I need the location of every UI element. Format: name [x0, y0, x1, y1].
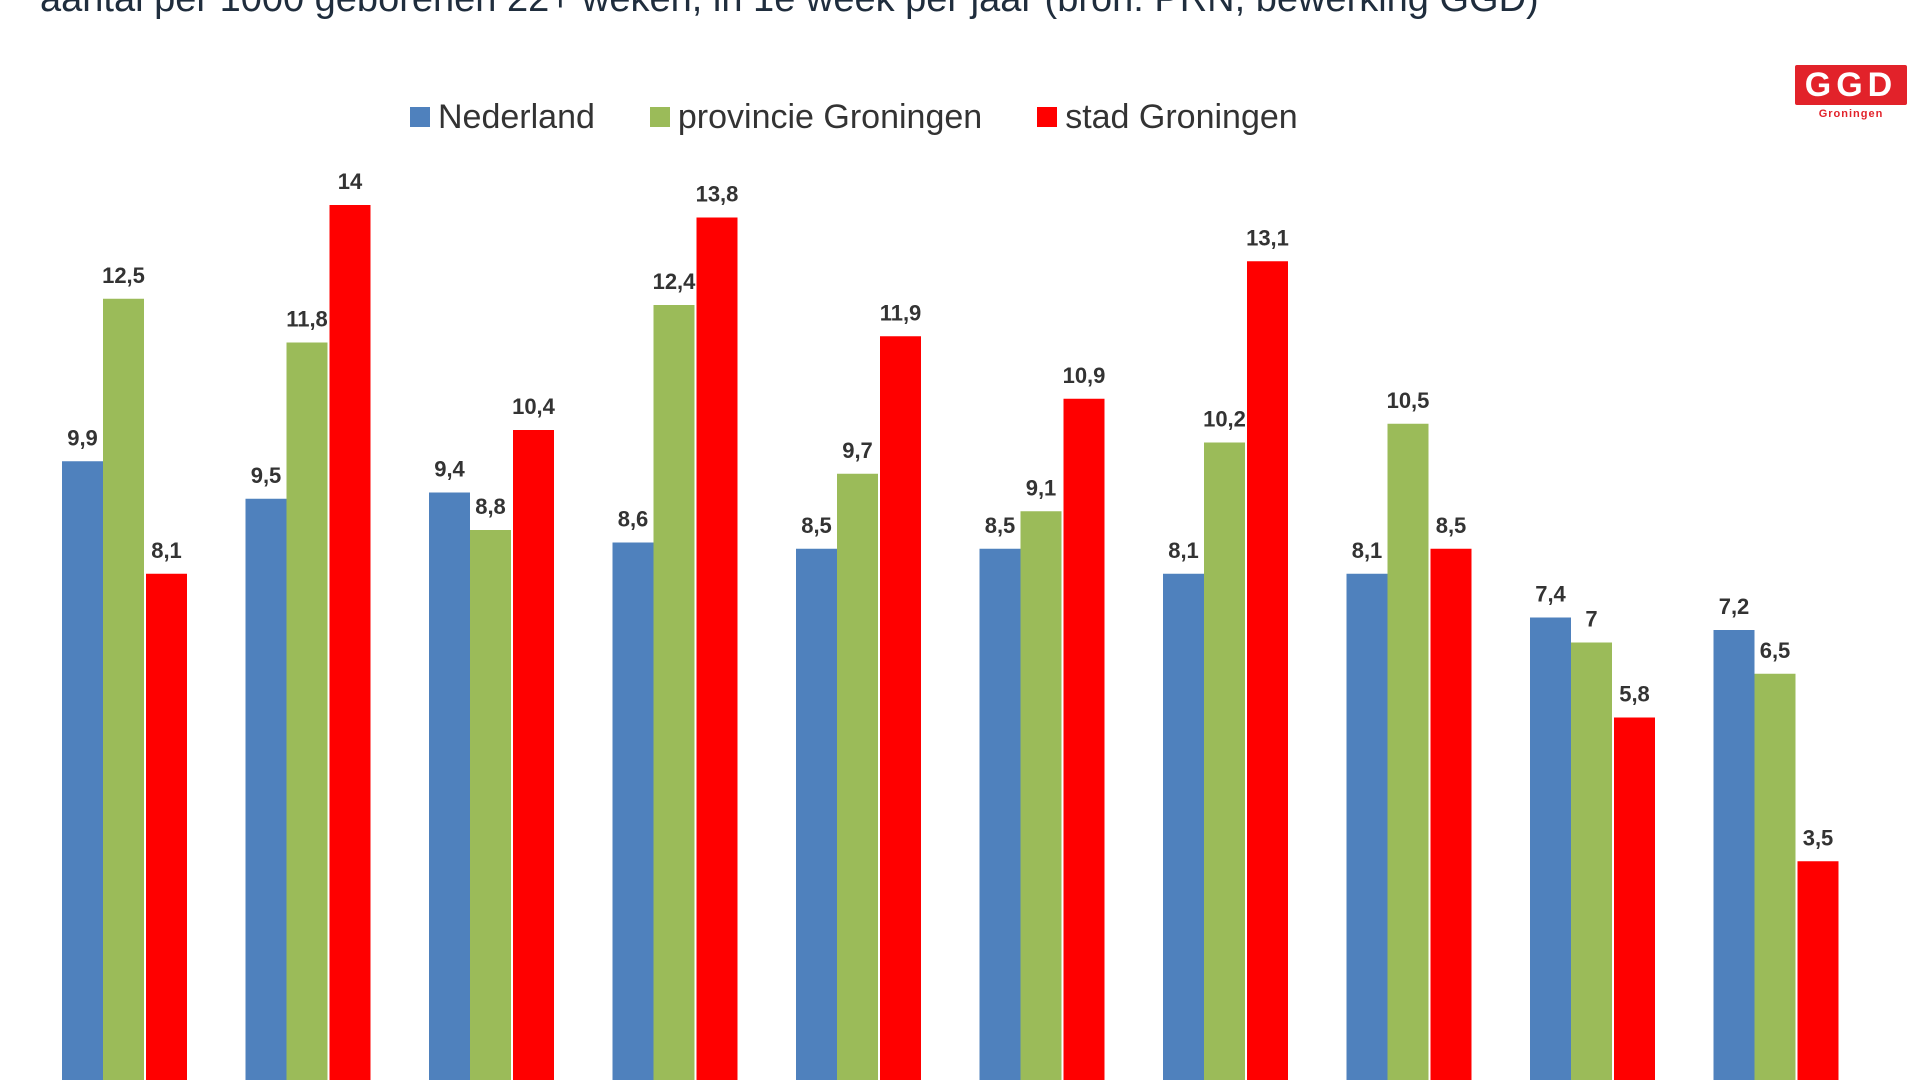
data-label-s1-g4: 9,7	[842, 438, 873, 463]
data-label-s1-g9: 6,5	[1760, 638, 1791, 663]
data-label-s1-g2: 8,8	[475, 494, 506, 519]
data-label-s0-g3: 8,6	[618, 507, 649, 532]
logo-subtext: Groningen	[1818, 108, 1884, 120]
bar-s2-g1	[329, 205, 371, 1080]
data-label-s2-g2: 10,4	[512, 394, 556, 419]
bar-s2-g3	[696, 217, 738, 1080]
legend-label-nederland: Nederland	[438, 97, 595, 136]
chart-title: aantal per 1000 geborenen 22+ weken, in …	[40, 0, 1860, 21]
data-label-s1-g7: 10,5	[1387, 388, 1430, 413]
data-label-s1-g6: 10,2	[1203, 407, 1246, 432]
bar-s0-g7	[1346, 573, 1388, 1080]
data-label-s2-g8: 5,8	[1619, 682, 1650, 707]
bar-s1-g0	[103, 298, 144, 1080]
bar-s2-g0	[146, 573, 187, 1080]
bar-s1-g6	[1204, 442, 1245, 1080]
data-label-s1-g0: 12,5	[102, 263, 145, 288]
data-label-s0-g8: 7,4	[1535, 582, 1566, 607]
data-label-s0-g5: 8,5	[985, 513, 1016, 538]
bar-s1-g5	[1020, 511, 1062, 1080]
legend-item-stad: stad Groningen	[1037, 98, 1298, 137]
logo-text: GGD	[1795, 65, 1907, 105]
data-label-s0-g6: 8,1	[1168, 538, 1199, 563]
data-label-s2-g9: 3,5	[1803, 825, 1834, 850]
bar-s2-g7	[1430, 548, 1472, 1080]
ggd-logo: GGD Groningen	[1795, 65, 1907, 120]
bar-s1-g8	[1571, 642, 1612, 1080]
bar-s2-g5	[1063, 398, 1105, 1080]
bar-s0-g0	[62, 461, 103, 1080]
legend-swatch-provincie	[649, 107, 670, 127]
bar-s1-g1	[286, 342, 328, 1080]
bar-s2-g9	[1797, 861, 1839, 1080]
bar-s2-g4	[880, 336, 921, 1080]
data-label-s0-g0: 9,9	[67, 425, 98, 450]
legend-item-nederland: Nederland	[410, 98, 595, 137]
legend-swatch-nederland	[410, 107, 430, 127]
data-label-s0-g4: 8,5	[801, 513, 832, 538]
legend-label-provincie: provincie Groningen	[677, 97, 983, 136]
data-label-s1-g3: 12,4	[653, 269, 697, 294]
bar-s1-g4	[837, 473, 878, 1080]
legend-swatch-stad	[1037, 107, 1058, 127]
bar-s0-g3	[612, 542, 654, 1080]
bar-s1-g3	[653, 305, 695, 1080]
data-label-s0-g1: 9,5	[251, 463, 282, 488]
bar-s0-g4	[796, 548, 837, 1080]
data-label-s1-g5: 9,1	[1026, 475, 1057, 500]
legend-label-stad: stad Groningen	[1065, 97, 1298, 136]
bar-s1-g7	[1387, 423, 1429, 1080]
chart-legend: Nederland provincie Groningen stad Groni…	[410, 97, 1298, 137]
data-label-s0-g2: 9,4	[434, 457, 465, 482]
data-label-s2-g4: 11,9	[880, 300, 922, 325]
data-label-s2-g5: 10,9	[1063, 363, 1106, 388]
data-label-s0-g7: 8,1	[1352, 538, 1383, 563]
data-label-s2-g0: 8,1	[151, 538, 182, 563]
data-label-s1-g8: 7	[1585, 607, 1597, 632]
data-label-s0-g9: 7,2	[1719, 594, 1750, 619]
data-label-s2-g7: 8,5	[1436, 513, 1467, 538]
bar-s0-g2	[429, 492, 470, 1080]
bar-s0-g6	[1163, 573, 1204, 1080]
data-label-s1-g1: 11,8	[286, 307, 328, 332]
data-label-s2-g6: 13,1	[1246, 225, 1289, 250]
bar-s2-g2	[513, 430, 554, 1080]
bar-s2-g6	[1247, 261, 1288, 1080]
data-label-s2-g1: 14	[338, 169, 363, 194]
bar-s0-g9	[1713, 630, 1755, 1080]
bar-s0-g5	[979, 548, 1021, 1080]
bar-s2-g8	[1614, 717, 1655, 1080]
bar-s0-g1	[245, 498, 287, 1080]
legend-item-provincie: provincie Groningen	[649, 97, 983, 137]
data-label-s2-g3: 13,8	[696, 182, 739, 207]
bar-s1-g2	[470, 530, 511, 1080]
bar-s1-g9	[1754, 673, 1796, 1080]
bar-s0-g8	[1530, 617, 1571, 1080]
